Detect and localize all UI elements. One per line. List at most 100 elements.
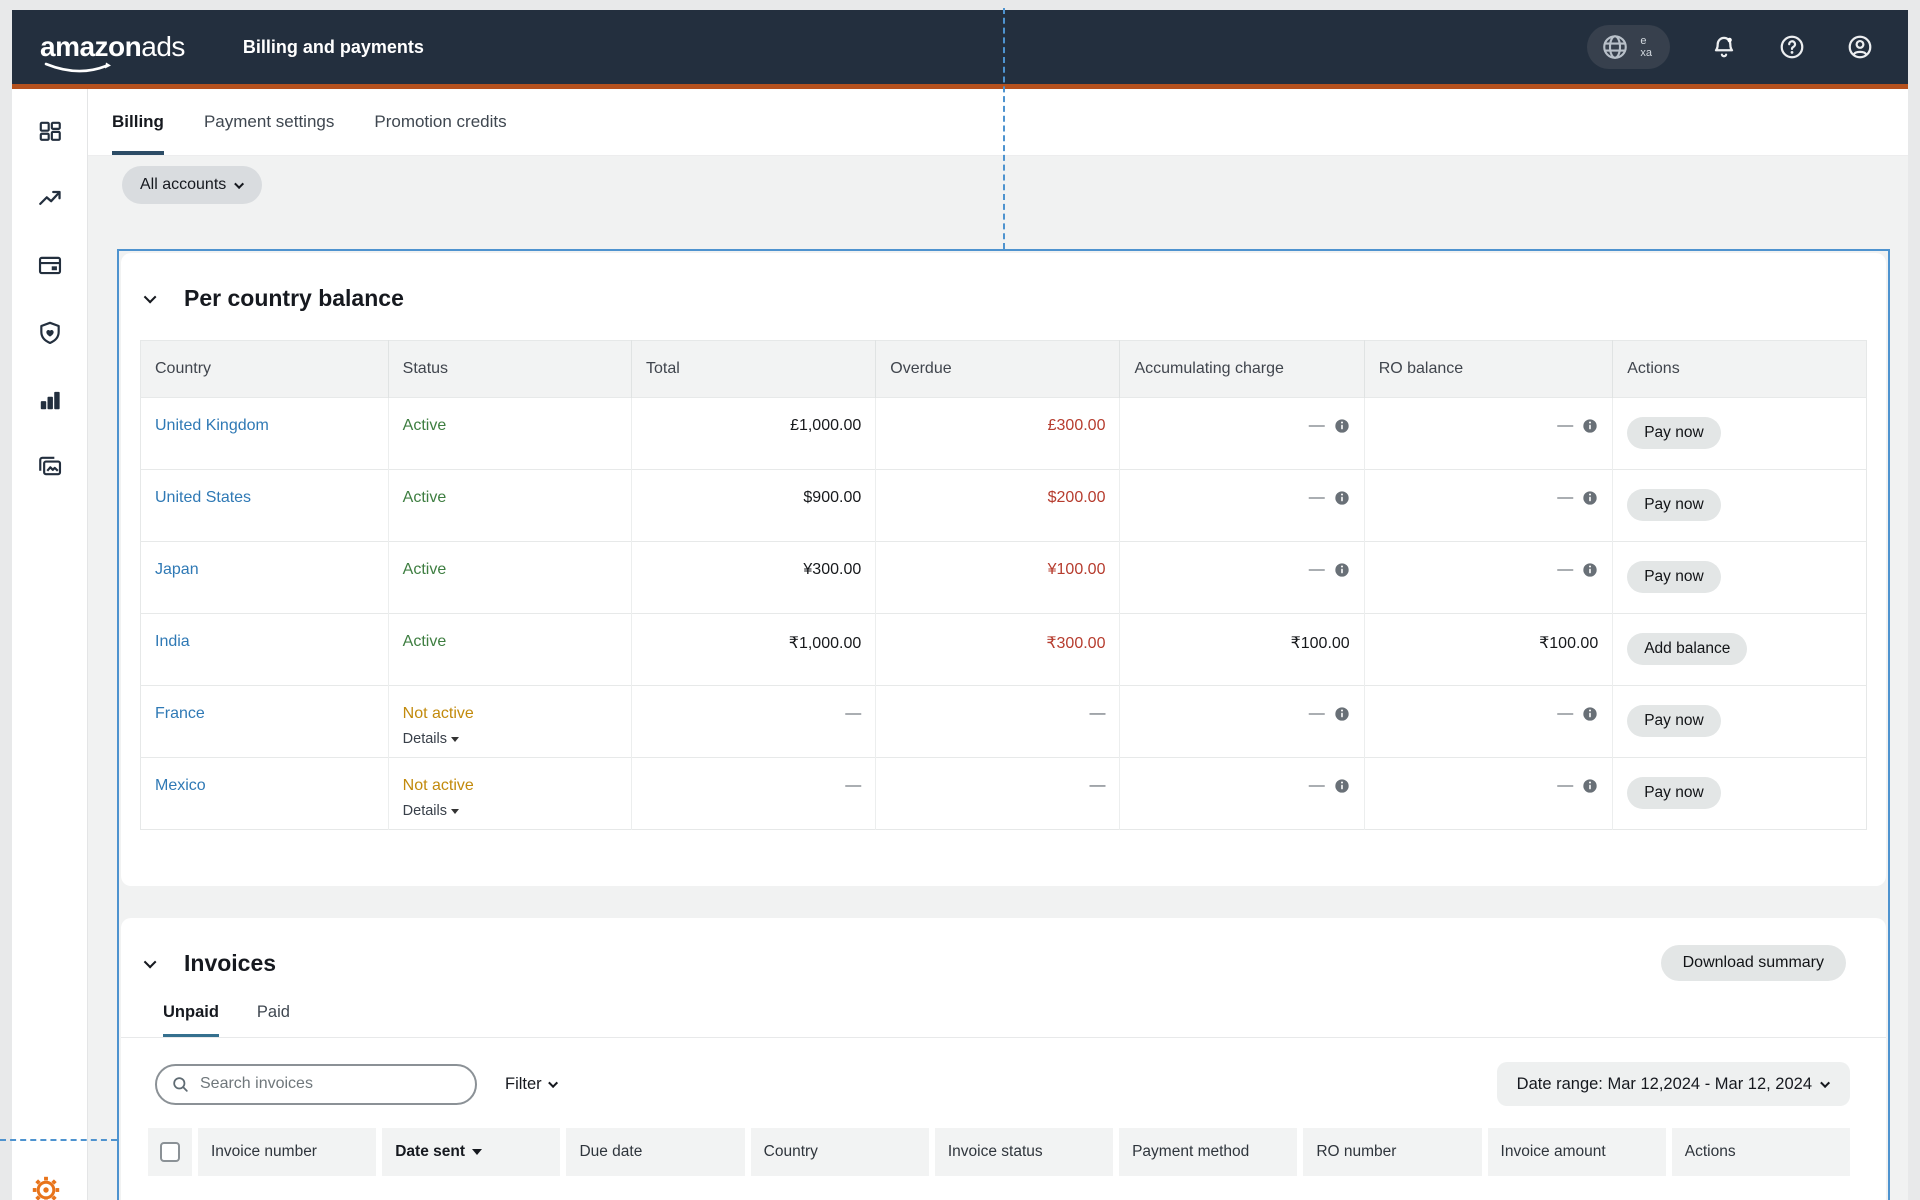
invoices-toolbar: Filter Date range: Mar 12,2024 - Mar 12,… (155, 1062, 1850, 1106)
tab-paid[interactable]: Paid (256, 1003, 290, 1021)
overdue-value: — (1089, 705, 1106, 722)
collapse-chevron-icon[interactable] (143, 955, 157, 969)
info-icon[interactable] (1334, 778, 1350, 794)
accumulating-value: — (1308, 561, 1325, 578)
search-input[interactable] (200, 1075, 475, 1093)
info-icon[interactable] (1582, 778, 1598, 794)
status-badge: Not active (402, 777, 474, 794)
accumulating-value: — (1308, 489, 1325, 506)
pay-now-button[interactable]: Pay now (1627, 561, 1721, 593)
country-link[interactable]: United Kingdom (155, 417, 269, 434)
notifications-button[interactable] (1710, 33, 1738, 61)
status-badge: Active (402, 561, 447, 578)
section-title: Per country balance (184, 285, 404, 311)
table-row: Mexico Not active Details — — — — Pay no… (140, 757, 1867, 830)
chevron-down-icon (547, 1077, 558, 1088)
country-link[interactable]: United States (155, 489, 252, 506)
logo-ads-text: ads (141, 31, 185, 62)
pay-now-button[interactable]: Pay now (1627, 489, 1721, 521)
account-button[interactable] (1846, 33, 1874, 61)
info-icon[interactable] (1582, 562, 1598, 578)
date-range-dropdown[interactable]: Date range: Mar 12,2024 - Mar 12, 2024 (1496, 1062, 1850, 1106)
download-summary-button[interactable]: Download summary (1660, 945, 1846, 981)
info-icon[interactable] (1582, 706, 1598, 722)
info-icon[interactable] (1334, 706, 1350, 722)
help-button[interactable] (1778, 33, 1806, 61)
select-all-checkbox[interactable] (160, 1142, 180, 1162)
caret-down-icon (451, 737, 459, 742)
col-total: Total (631, 340, 876, 398)
table-row: Japan Active ¥300.00 ¥100.00 — — Pay now (140, 541, 1867, 614)
details-toggle[interactable]: Details (403, 731, 617, 747)
table-row: United Kingdom Active £1,000.00 £300.00 … (140, 397, 1867, 470)
balance-header-row: Country Status Total Overdue Accumulatin… (140, 340, 1867, 398)
country-link[interactable]: India (155, 633, 190, 650)
col-status: Status (387, 340, 632, 398)
gear-icon[interactable] (28, 1172, 64, 1200)
add-balance-button[interactable]: Add balance (1627, 633, 1748, 665)
per-country-balance-card: Per country balance Country Status Total… (121, 253, 1886, 886)
collapse-chevron-icon[interactable] (143, 290, 157, 304)
pay-now-button[interactable]: Pay now (1627, 777, 1721, 809)
col-actions: Actions (1612, 340, 1867, 398)
trend-icon[interactable] (37, 186, 63, 212)
country-link[interactable]: Japan (155, 561, 199, 578)
section-title: Invoices (184, 950, 277, 976)
pay-now-button[interactable]: Pay now (1627, 705, 1721, 737)
logo-amazon-text: amazon (40, 31, 142, 62)
accumulating-value: ₹100.00 (1119, 613, 1365, 686)
info-icon[interactable] (1334, 490, 1350, 506)
pay-now-button[interactable]: Pay now (1627, 417, 1721, 449)
tab-promotion-credits[interactable]: Promotion credits (374, 111, 507, 131)
tab-unpaid[interactable]: Unpaid (163, 1003, 219, 1037)
vertical-guide-line (1003, 8, 1005, 249)
table-row: India Active ₹1,000.00 ₹300.00 ₹100.00 ₹… (140, 613, 1867, 686)
col-accumulating: Accumulating charge (1119, 340, 1365, 398)
info-icon[interactable] (1334, 562, 1350, 578)
search-invoices-box[interactable] (155, 1063, 477, 1105)
shield-heart-icon[interactable] (37, 320, 63, 346)
chevron-down-icon (234, 178, 245, 189)
topbar-actions: e xa (1587, 25, 1874, 69)
tab-payment-settings[interactable]: Payment settings (203, 111, 335, 131)
locale-selector[interactable]: e xa (1587, 25, 1670, 69)
col-invoice-number: Invoice number (198, 1128, 377, 1176)
dashboard-icon[interactable] (37, 119, 63, 145)
country-link[interactable]: France (155, 705, 205, 722)
ro-balance-value: — (1557, 705, 1574, 722)
total-value: £1,000.00 (631, 397, 876, 470)
col-invoice-amount: Invoice amount (1487, 1128, 1666, 1176)
amazon-ads-logo[interactable]: amazon ads (40, 31, 185, 73)
col-date-sent[interactable]: Date sent (382, 1128, 561, 1176)
col-invoice-status: Invoice status (934, 1128, 1114, 1176)
col-ro-number: RO number (1303, 1128, 1482, 1176)
col-country: Country (140, 340, 389, 398)
locale-label: e xa (1640, 35, 1652, 59)
info-icon[interactable] (1582, 490, 1598, 506)
details-toggle[interactable]: Details (403, 803, 617, 819)
amazon-smile-icon (44, 62, 111, 73)
overdue-value: $200.00 (875, 469, 1120, 542)
select-all-cell (148, 1128, 192, 1176)
col-payment-method: Payment method (1119, 1128, 1298, 1176)
info-icon[interactable] (1582, 418, 1598, 434)
status-badge: Active (402, 417, 447, 434)
ro-balance-value: — (1557, 561, 1574, 578)
search-icon (173, 1076, 188, 1092)
ro-balance-value: ₹100.00 (1363, 613, 1613, 686)
all-accounts-label: All accounts (140, 176, 227, 193)
help-icon (1780, 35, 1804, 59)
media-icon[interactable] (37, 454, 63, 480)
all-accounts-dropdown[interactable]: All accounts (122, 166, 263, 204)
total-value: — (845, 705, 862, 722)
chevron-down-icon (1820, 1077, 1831, 1088)
col-ro-balance: RO balance (1363, 340, 1613, 398)
total-value: ₹1,000.00 (631, 613, 876, 686)
info-icon[interactable] (1334, 418, 1350, 434)
bar-chart-icon[interactable] (37, 387, 63, 413)
filter-dropdown[interactable]: Filter (505, 1075, 558, 1094)
tab-billing[interactable]: Billing (112, 89, 164, 155)
billing-icon[interactable] (37, 253, 63, 279)
country-link[interactable]: Mexico (155, 777, 206, 794)
